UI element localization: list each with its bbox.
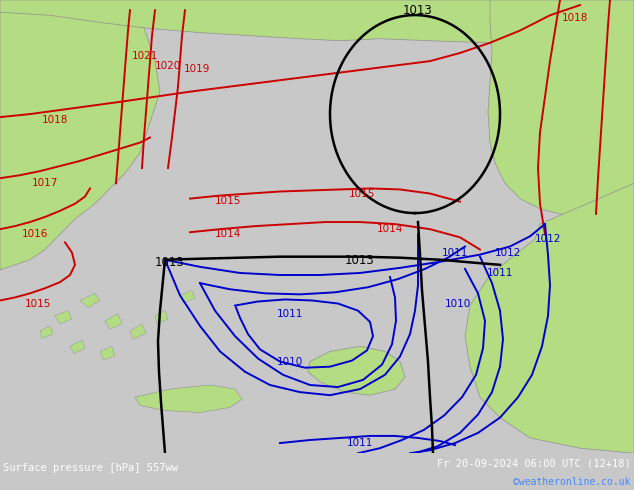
Text: 1012: 1012 [535,234,561,245]
Text: 1019: 1019 [184,64,210,74]
Polygon shape [0,0,634,56]
Text: ©weatheronline.co.uk: ©weatheronline.co.uk [514,477,631,487]
Text: Surface pressure [hPa] 557ww: Surface pressure [hPa] 557ww [3,463,178,473]
Polygon shape [105,314,122,329]
Text: 1014: 1014 [215,229,241,239]
Polygon shape [40,326,53,338]
Polygon shape [308,346,405,395]
Text: 1013: 1013 [345,254,375,267]
Text: 1020: 1020 [155,61,181,71]
Text: 1015: 1015 [25,298,51,309]
Text: 1016: 1016 [22,229,48,239]
Text: 1014: 1014 [377,224,403,234]
Polygon shape [155,311,168,324]
Text: 1021: 1021 [132,51,158,61]
Polygon shape [70,340,85,353]
Text: 1015: 1015 [349,189,375,198]
Text: 1011: 1011 [277,309,303,318]
Text: 1011: 1011 [347,438,373,448]
Polygon shape [55,311,72,324]
Text: Fr 20-09-2024 06:00 UTC (12+18): Fr 20-09-2024 06:00 UTC (12+18) [437,459,631,468]
Polygon shape [0,0,160,270]
Text: 1015: 1015 [215,196,241,206]
Polygon shape [488,0,634,224]
Polygon shape [100,346,115,360]
Text: 1010: 1010 [445,298,471,309]
Polygon shape [465,183,634,453]
Polygon shape [0,0,634,30]
Text: 1011: 1011 [487,268,513,278]
Polygon shape [180,290,195,302]
Text: 1012: 1012 [495,247,521,258]
Polygon shape [130,324,146,339]
Text: 1010: 1010 [277,357,303,367]
Text: 1013: 1013 [403,4,433,17]
Polygon shape [80,294,100,308]
Text: 1017: 1017 [32,178,58,188]
Text: 1011: 1011 [442,247,468,258]
Text: 1018: 1018 [562,13,588,24]
Text: 1013: 1013 [155,256,185,270]
Text: 1018: 1018 [42,115,68,125]
Polygon shape [135,385,242,413]
